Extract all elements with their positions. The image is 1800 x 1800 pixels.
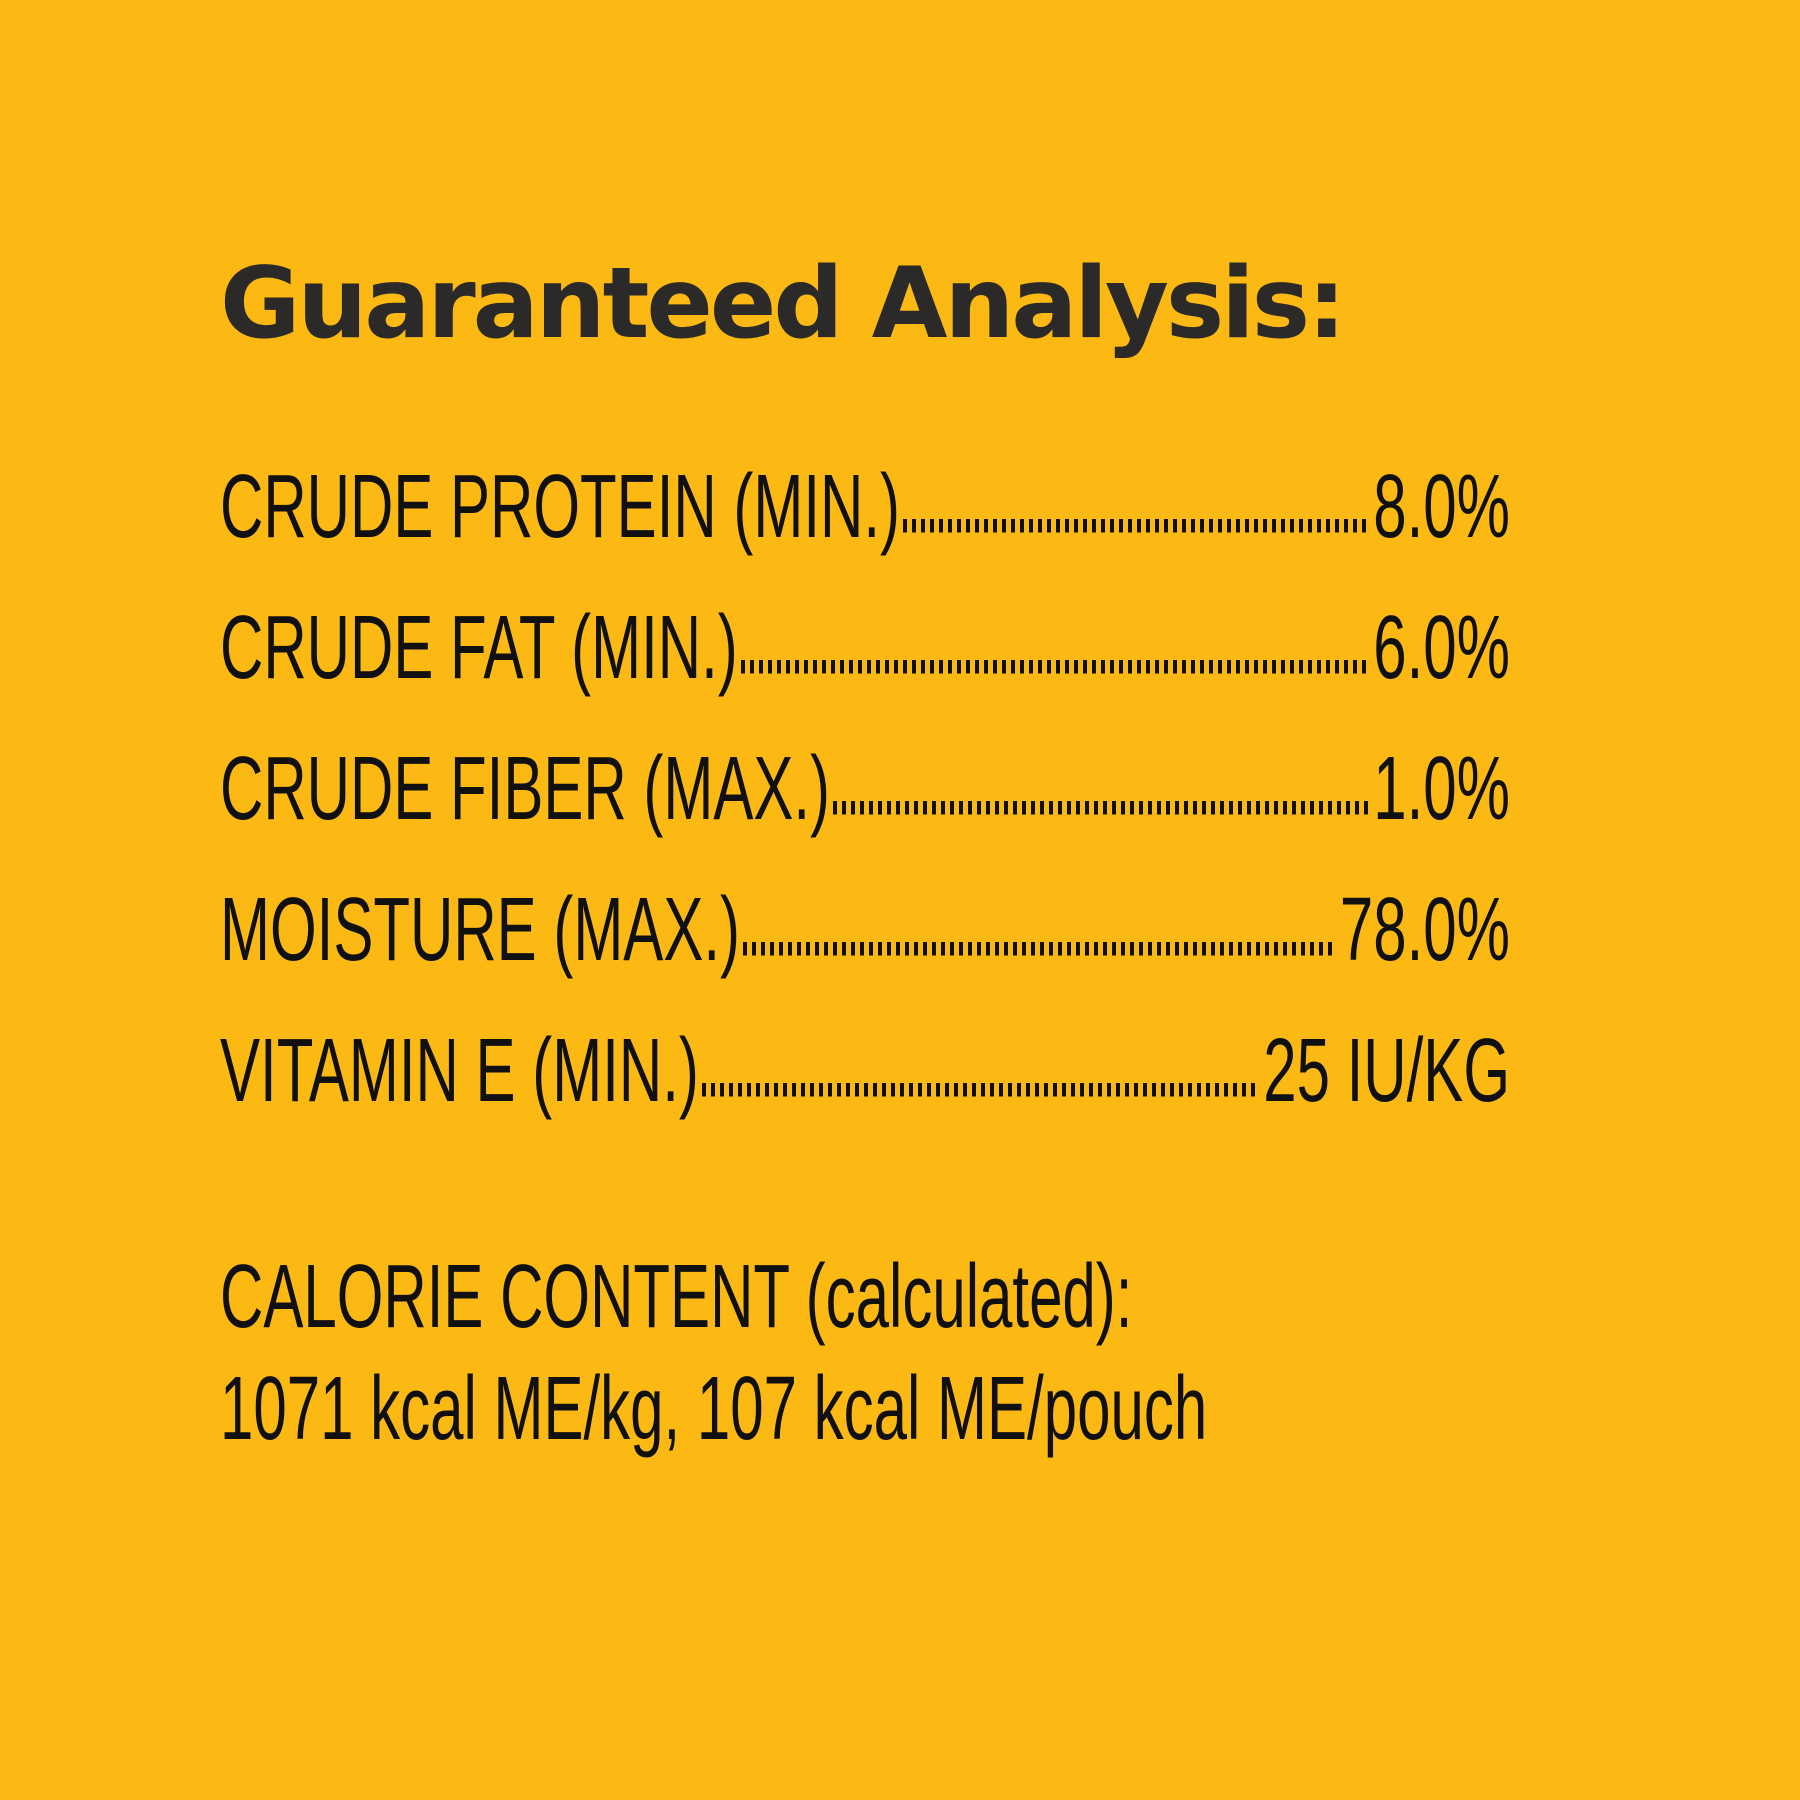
analysis-row: CRUDE FIBER (MAX.) 1.0% bbox=[220, 623, 1510, 835]
nutrient-value: 6.0% bbox=[1373, 597, 1510, 698]
dotted-leader bbox=[902, 519, 1371, 533]
nutrient-name: VITAMIN E (MIN.) bbox=[220, 1020, 699, 1121]
analysis-table: CRUDE PROTEIN (MIN.) 8.0% CRUDE FAT (MIN… bbox=[220, 411, 1510, 1116]
calorie-values: 1071 kcal ME/kg, 107 kcal ME/pouch bbox=[220, 1358, 1208, 1459]
analysis-row: VITAMIN E (MIN.) 25 IU/KG bbox=[220, 905, 1510, 1117]
dotted-leader bbox=[833, 801, 1371, 815]
analysis-row: MOISTURE (MAX.) 78.0% bbox=[220, 764, 1510, 976]
nutrient-name: CRUDE PROTEIN (MIN.) bbox=[220, 456, 900, 557]
nutrient-value: 8.0% bbox=[1373, 456, 1510, 557]
analysis-row: CRUDE FAT (MIN.) 6.0% bbox=[220, 482, 1510, 694]
dotted-leader bbox=[740, 660, 1371, 674]
calorie-heading: CALORIE CONTENT (calculated): bbox=[220, 1246, 1133, 1347]
nutrient-value: 78.0% bbox=[1339, 879, 1510, 980]
nutrient-value: 25 IU/KG bbox=[1263, 1020, 1510, 1121]
nutrient-name: CRUDE FIBER (MAX.) bbox=[220, 738, 831, 839]
calorie-content-section: CALORIE CONTENT (calculated): 1071 kcal … bbox=[220, 1230, 1510, 1454]
analysis-row: CRUDE PROTEIN (MIN.) 8.0% bbox=[220, 341, 1510, 553]
dotted-leader bbox=[743, 942, 1337, 956]
dotted-leader bbox=[701, 1083, 1261, 1097]
nutrient-value: 1.0% bbox=[1373, 738, 1510, 839]
nutrient-name: MOISTURE (MAX.) bbox=[220, 879, 740, 980]
panel-title: Guaranteed Analysis: bbox=[220, 247, 1346, 361]
nutrient-name: CRUDE FAT (MIN.) bbox=[220, 597, 738, 698]
